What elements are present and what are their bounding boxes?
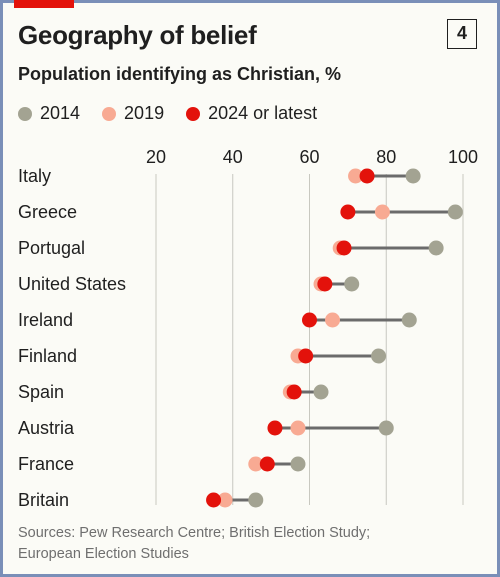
- legend-label-2024: 2024 or latest: [208, 103, 318, 123]
- dot-2014-france: [290, 456, 306, 472]
- dot-2014-portugal: [428, 240, 444, 256]
- category-label-austria: Austria: [18, 418, 75, 438]
- category-label-united-states: United States: [18, 274, 126, 294]
- dot-2024-britain: [206, 492, 222, 508]
- category-label-ireland: Ireland: [18, 310, 73, 330]
- x-tick-label-20: 20: [146, 147, 166, 167]
- legend-swatch-2019: [102, 106, 117, 121]
- dot-2014-finland: [371, 348, 387, 364]
- dot-2014-ireland: [401, 312, 417, 328]
- chart-title: Geography of belief: [18, 20, 257, 50]
- category-label-portugal: Portugal: [18, 238, 85, 258]
- legend: 2014 2019 2024 or latest: [18, 103, 339, 124]
- dot-2024-spain: [286, 384, 302, 400]
- legend-swatch-2014: [18, 106, 32, 121]
- dot-2014-spain: [313, 384, 329, 400]
- dot-2024-greece: [340, 204, 356, 220]
- x-tick-label-40: 40: [223, 147, 243, 167]
- dot-2024-united-states: [317, 276, 333, 292]
- dot-2024-portugal: [336, 240, 352, 256]
- dot-2019-britain: [217, 492, 233, 508]
- x-tick-label-100: 100: [448, 147, 478, 167]
- legend-item-2024: 2024 or latest: [186, 103, 317, 124]
- category-label-britain: Britain: [18, 490, 69, 510]
- brand-tag: [14, 0, 74, 8]
- dot-2024-ireland: [302, 312, 317, 328]
- source-line-2: European Election Studies: [18, 546, 189, 562]
- category-label-spain: Spain: [18, 382, 64, 402]
- source-note: Sources: Pew Research Centre; British El…: [18, 523, 458, 565]
- dot-2014-austria: [378, 420, 394, 436]
- legend-swatch-2024: [186, 106, 201, 121]
- legend-label-2014: 2014: [40, 103, 81, 123]
- dot-2019-italy: [348, 168, 364, 184]
- dot-2014-italy: [405, 168, 421, 184]
- x-tick-label-80: 80: [376, 147, 396, 167]
- source-line-1: Sources: Pew Research Centre; British El…: [18, 525, 371, 541]
- dot-2019-greece: [374, 204, 390, 220]
- legend-item-2019: 2019: [102, 103, 164, 124]
- dot-2019-france: [248, 456, 264, 472]
- dot-2014-greece: [447, 204, 463, 220]
- dot-2024-italy: [359, 168, 375, 184]
- dot-2019-austria: [290, 420, 306, 436]
- category-label-finland: Finland: [18, 346, 77, 366]
- dot-2014-britain: [248, 492, 264, 508]
- category-label-greece: Greece: [18, 202, 77, 222]
- chart-number-badge: 4: [447, 19, 477, 49]
- dot-2024-finland: [298, 348, 314, 364]
- x-tick-label-60: 60: [299, 147, 319, 167]
- dot-2024-austria: [267, 420, 283, 436]
- dot-2024-france: [259, 456, 275, 472]
- legend-item-2014: 2014: [18, 103, 80, 124]
- legend-label-2019: 2019: [124, 103, 165, 123]
- category-label-italy: Italy: [18, 166, 51, 186]
- dot-2019-ireland: [325, 312, 341, 328]
- category-label-france: France: [18, 454, 74, 474]
- chart-subtitle: Population identifying as Christian, %: [18, 64, 342, 84]
- dot-2014-united-states: [344, 276, 360, 292]
